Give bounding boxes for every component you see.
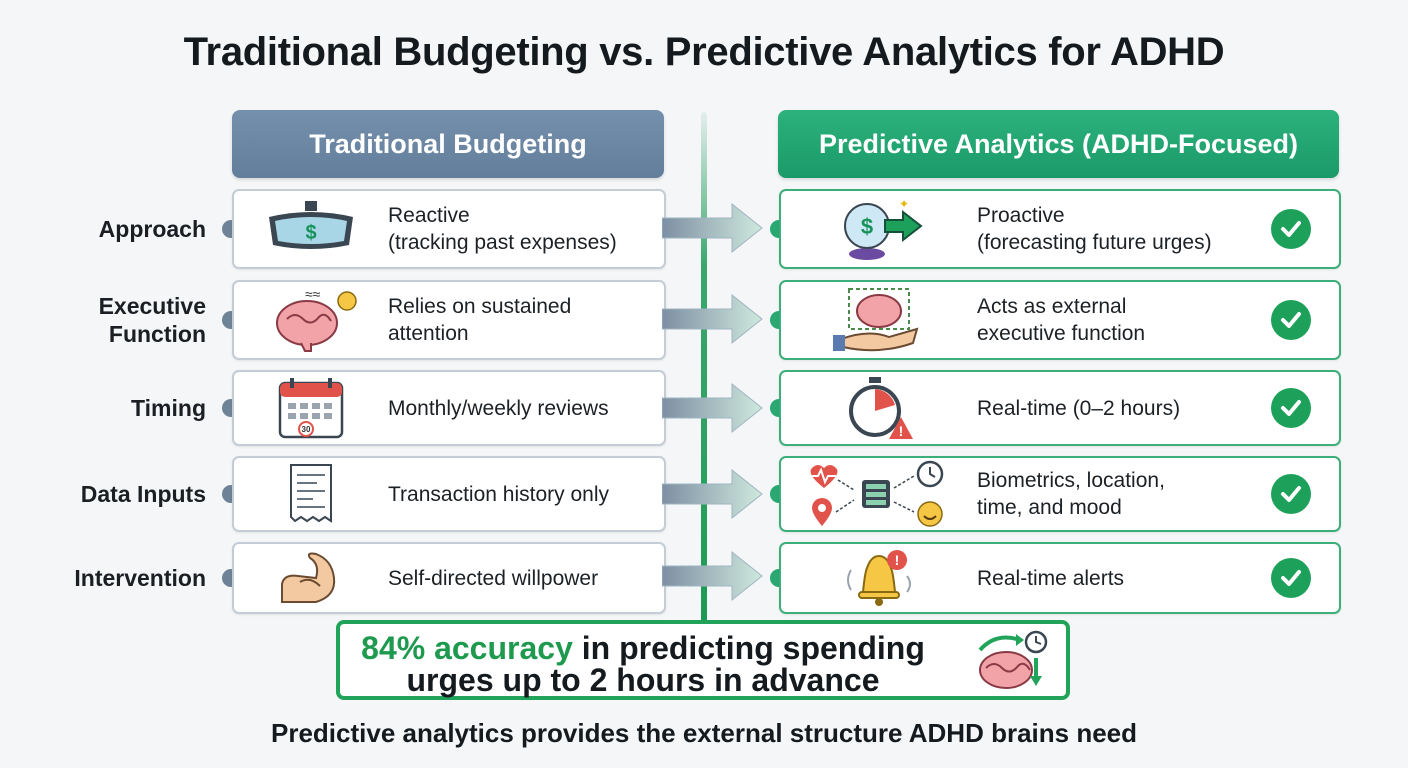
row-label-data-inputs: Data Inputs — [40, 480, 206, 508]
card-line: Proactive — [977, 204, 1065, 227]
svg-text:!: ! — [899, 423, 904, 439]
card-line: time, and mood — [977, 496, 1122, 519]
rearview-mirror-dollar-icon: $ — [234, 191, 388, 267]
row-label-timing: Timing — [40, 394, 206, 422]
brain-clock-icon — [972, 628, 1062, 699]
predictive-intervention-card: ! Real-time alerts — [779, 542, 1341, 614]
check-icon — [1271, 300, 1311, 340]
stopwatch-alert-icon: ! — [781, 372, 977, 444]
stressed-brain-icon: ≈≈ — [234, 282, 388, 358]
comparison-arrow — [662, 468, 763, 520]
alert-bell-icon: ! — [781, 544, 977, 612]
row-label-approach: Approach — [40, 215, 206, 243]
accuracy-line2: urges up to 2 hours in advance — [406, 662, 880, 698]
svg-text:$: $ — [861, 214, 873, 239]
check-icon — [1271, 474, 1311, 514]
traditional-approach-card: $ Reactive (tracking past expenses) — [232, 189, 666, 269]
card-line: Relies on sustained — [388, 295, 572, 318]
column-header-traditional: Traditional Budgeting — [232, 110, 664, 178]
accuracy-highlight: 84% accuracy — [361, 630, 573, 666]
accuracy-callout: 84% accuracy in predicting spending urge… — [336, 620, 1070, 700]
page-title: Traditional Budgeting vs. Predictive Ana… — [183, 30, 1225, 74]
comparison-arrow — [662, 202, 763, 254]
traditional-intervention-card: Self-directed willpower — [232, 542, 666, 614]
predictive-data-inputs-card: Biometrics, location, time, and mood — [779, 456, 1341, 532]
svg-text:30: 30 — [302, 425, 311, 434]
card-line: Biometrics, location, — [977, 469, 1165, 492]
card-line: Monthly/weekly reviews — [388, 396, 609, 420]
card-line: Acts as external — [977, 295, 1127, 318]
column-header-predictive: Predictive Analytics (ADHD-Focused) — [778, 110, 1339, 178]
row-label-executive-function: Executive Function — [40, 292, 206, 348]
row-label-text: Approach — [98, 216, 206, 242]
traditional-timing-card: 30 Monthly/weekly reviews — [232, 370, 666, 446]
receipt-icon — [234, 458, 388, 530]
data-sources-icon — [781, 458, 977, 530]
svg-text:≈≈: ≈≈ — [305, 286, 321, 302]
card-line: executive function — [977, 322, 1146, 345]
footer-summary: Predictive analytics provides the extern… — [271, 718, 1137, 748]
accuracy-line1-rest: in predicting spending — [572, 630, 925, 666]
card-line: (forecasting future urges) — [977, 231, 1212, 254]
check-icon — [1271, 209, 1311, 249]
row-label-text: Timing — [131, 395, 206, 421]
card-line: (tracking past expenses) — [388, 231, 617, 254]
svg-text:✦: ✦ — [899, 197, 909, 211]
crystal-ball-dollar-icon: $ ✦ — [781, 191, 977, 267]
check-icon — [1271, 388, 1311, 428]
traditional-data-inputs-card: Transaction history only — [232, 456, 666, 532]
card-line: Transaction history only — [388, 482, 609, 506]
hand-supported-brain-icon — [781, 282, 977, 358]
card-line: attention — [388, 322, 469, 345]
card-line: Real-time alerts — [977, 566, 1125, 590]
check-icon — [1271, 558, 1311, 598]
calendar-icon: 30 — [234, 372, 388, 444]
row-label-intervention: Intervention — [40, 564, 206, 592]
card-line: Self-directed willpower — [388, 566, 599, 590]
card-line: Reactive — [388, 204, 470, 227]
row-label-text: Data Inputs — [80, 481, 206, 507]
svg-text:$: $ — [305, 222, 316, 244]
comparison-arrow — [662, 382, 763, 434]
center-divider — [701, 112, 707, 622]
comparison-arrow — [662, 293, 763, 345]
row-label-text: Intervention — [74, 565, 206, 591]
predictive-timing-card: ! Real-time (0–2 hours) — [779, 370, 1341, 446]
traditional-executive-card: ≈≈ Relies on sustained attention — [232, 280, 666, 360]
comparison-arrow — [662, 550, 763, 602]
card-line: Real-time (0–2 hours) — [977, 396, 1181, 420]
accuracy-callout-text: 84% accuracy in predicting spending urge… — [348, 632, 938, 696]
flexed-arm-icon — [234, 544, 388, 612]
predictive-approach-card: $ ✦ Proactive (forecasting future urges) — [779, 189, 1341, 269]
svg-text:!: ! — [895, 552, 900, 568]
predictive-executive-card: Acts as external executive function — [779, 280, 1341, 360]
row-label-text: Function — [108, 321, 206, 347]
row-label-text: Executive — [98, 293, 206, 319]
